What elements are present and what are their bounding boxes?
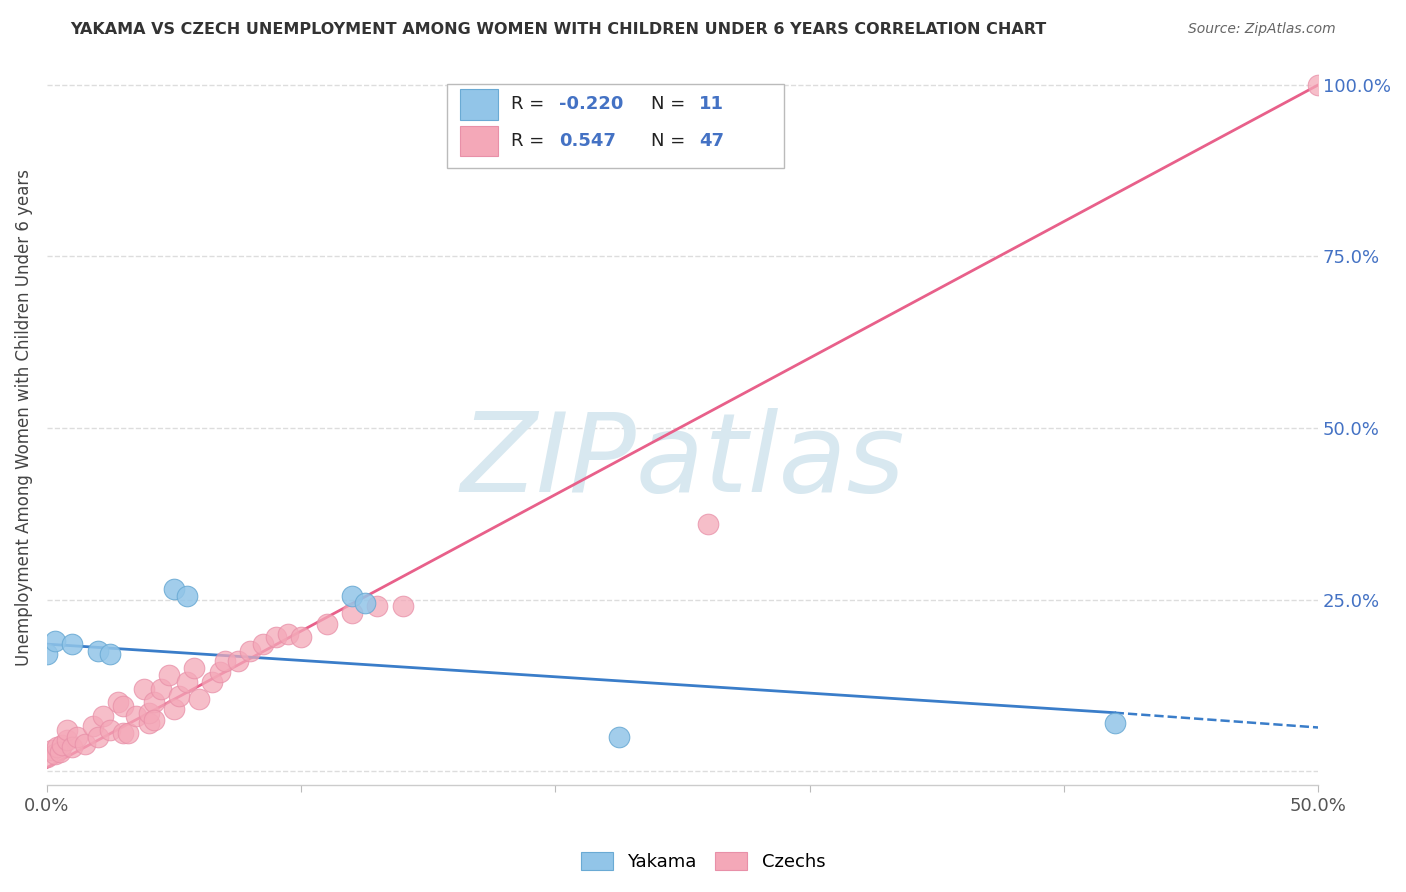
Point <box>87 644 110 658</box>
Point <box>46 739 69 754</box>
Point <box>188 692 211 706</box>
Point <box>138 716 160 731</box>
FancyBboxPatch shape <box>460 89 498 120</box>
Point <box>112 698 135 713</box>
Point <box>290 630 312 644</box>
Point <box>315 616 337 631</box>
Point <box>163 582 186 597</box>
Point <box>201 674 224 689</box>
Point <box>125 709 148 723</box>
Point <box>117 726 139 740</box>
Text: ZIPatlas: ZIPatlas <box>460 409 905 516</box>
Point <box>142 713 165 727</box>
Point <box>142 695 165 709</box>
Point <box>91 709 114 723</box>
Point <box>607 730 630 744</box>
Point <box>392 599 415 614</box>
Point <box>56 723 79 737</box>
Point <box>1308 78 1330 92</box>
FancyBboxPatch shape <box>447 84 785 168</box>
Point <box>176 674 198 689</box>
Point <box>100 648 122 662</box>
Point <box>107 695 129 709</box>
Text: 11: 11 <box>699 95 724 113</box>
Text: YAKAMA VS CZECH UNEMPLOYMENT AMONG WOMEN WITH CHILDREN UNDER 6 YEARS CORRELATION: YAKAMA VS CZECH UNEMPLOYMENT AMONG WOMEN… <box>70 22 1046 37</box>
Point <box>277 627 299 641</box>
Point <box>44 747 66 761</box>
Point <box>163 702 186 716</box>
Point <box>239 644 262 658</box>
Text: 0.547: 0.547 <box>560 132 616 150</box>
Point <box>48 745 70 759</box>
Point <box>73 737 96 751</box>
Point <box>35 648 58 662</box>
Point <box>157 668 180 682</box>
Point <box>366 599 388 614</box>
Point <box>60 739 83 754</box>
Point <box>167 689 190 703</box>
Point <box>66 730 89 744</box>
Text: R =: R = <box>510 95 550 113</box>
Text: Source: ZipAtlas.com: Source: ZipAtlas.com <box>1188 22 1336 37</box>
Point <box>208 665 231 679</box>
Point <box>353 596 375 610</box>
Text: N =: N = <box>651 132 690 150</box>
Point <box>132 681 155 696</box>
Point <box>183 661 205 675</box>
Point <box>138 706 160 720</box>
Point <box>340 606 363 620</box>
Point <box>51 738 73 752</box>
Point <box>60 637 83 651</box>
Point <box>150 681 173 696</box>
Point <box>226 654 249 668</box>
Point <box>340 589 363 603</box>
Legend: Yakama, Czechs: Yakama, Czechs <box>574 845 832 879</box>
Point <box>44 633 66 648</box>
FancyBboxPatch shape <box>460 126 498 156</box>
Text: N =: N = <box>651 95 690 113</box>
Point <box>112 726 135 740</box>
Text: -0.220: -0.220 <box>560 95 624 113</box>
Point <box>41 743 63 757</box>
Point <box>252 637 274 651</box>
Y-axis label: Unemployment Among Women with Children Under 6 years: Unemployment Among Women with Children U… <box>15 169 32 666</box>
Point <box>100 723 122 737</box>
Point <box>697 517 720 532</box>
Text: R =: R = <box>510 132 555 150</box>
Point <box>87 730 110 744</box>
Point <box>176 589 198 603</box>
Point <box>214 654 236 668</box>
Text: 47: 47 <box>699 132 724 150</box>
Point <box>56 733 79 747</box>
Point <box>1104 716 1126 731</box>
Point <box>82 719 104 733</box>
Point <box>264 630 287 644</box>
Point <box>35 750 58 764</box>
